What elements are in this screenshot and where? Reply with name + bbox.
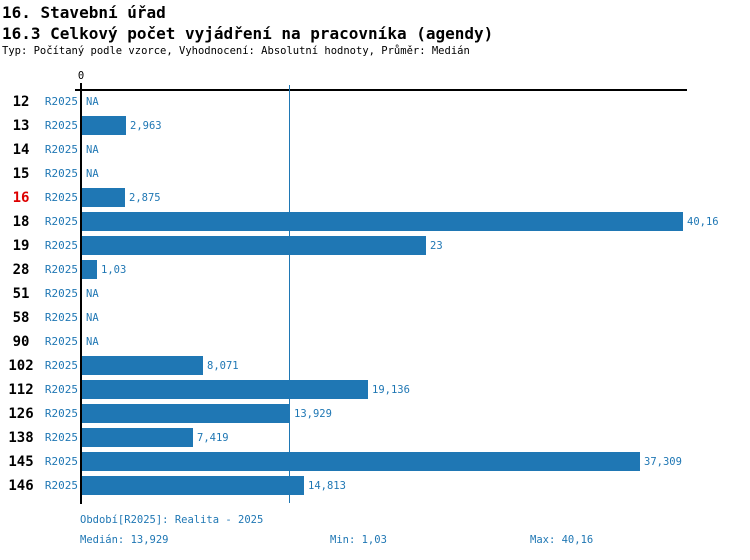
category-label: 19 <box>12 238 30 254</box>
series-label: R2025 <box>44 455 78 468</box>
value-label: 2,963 <box>130 120 162 132</box>
category-label: 58 <box>12 310 30 326</box>
footer-max-label: Max: 40,16 <box>530 534 594 546</box>
series-label: R2025 <box>44 311 78 324</box>
value-label: NA <box>86 144 99 156</box>
value-bar <box>82 452 640 471</box>
chart-row: 18 R2025 40,16 <box>0 210 750 234</box>
value-bar <box>82 236 426 255</box>
chart-row: 13 R2025 2,963 <box>0 114 750 138</box>
chart-title: 16.3 Celkový počet vyjádření na pracovní… <box>2 24 494 43</box>
value-label: NA <box>86 96 99 108</box>
footer-min-label: Min: 1,03 <box>330 534 387 546</box>
series-label: R2025 <box>44 263 78 276</box>
series-label: R2025 <box>44 119 78 132</box>
value-bar <box>82 212 683 231</box>
series-label: R2025 <box>44 359 78 372</box>
chart-row: 19 R2025 23 <box>0 234 750 258</box>
series-label: R2025 <box>44 383 78 396</box>
value-bar <box>82 476 304 495</box>
series-label: R2025 <box>44 143 78 156</box>
chart-row: 16 R2025 2,875 <box>0 186 750 210</box>
chart-row: 28 R2025 1,03 <box>0 258 750 282</box>
chart-row: 58 R2025 NA <box>0 306 750 330</box>
value-bar <box>82 116 126 135</box>
series-label: R2025 <box>44 191 78 204</box>
chart-row: 14 R2025 NA <box>0 138 750 162</box>
value-bar <box>82 428 193 447</box>
value-label: 40,16 <box>687 216 719 228</box>
value-label: NA <box>86 168 99 180</box>
value-label: 23 <box>430 240 443 252</box>
chart-row: 126 R2025 13,929 <box>0 402 750 426</box>
value-bar <box>82 356 203 375</box>
category-label: 28 <box>12 262 30 278</box>
category-label: 16 <box>12 190 30 206</box>
value-label: 37,309 <box>644 456 682 468</box>
value-bar <box>82 260 97 279</box>
chart-row: 112 R2025 19,136 <box>0 378 750 402</box>
series-label: R2025 <box>44 215 78 228</box>
median-reference-line <box>289 85 290 503</box>
series-label: R2025 <box>44 431 78 444</box>
category-label: 12 <box>12 94 30 110</box>
chart-row: 145 R2025 37,309 <box>0 450 750 474</box>
chart-row: 90 R2025 NA <box>0 330 750 354</box>
chart-row: 12 R2025 NA <box>0 90 750 114</box>
category-label: 112 <box>8 382 34 398</box>
value-label: NA <box>86 312 99 324</box>
chart-row: 146 R2025 14,813 <box>0 474 750 498</box>
x-axis-zero-label: 0 <box>77 70 85 82</box>
category-label: 102 <box>8 358 34 374</box>
value-label: NA <box>86 336 99 348</box>
category-label: 51 <box>12 286 30 302</box>
value-label: 8,071 <box>207 360 239 372</box>
category-label: 90 <box>12 334 30 350</box>
footer-period-label: Období[R2025]: Realita - 2025 <box>80 514 264 526</box>
series-label: R2025 <box>44 287 78 300</box>
chart-subtitle: Typ: Počítaný podle vzorce, Vyhodnocení:… <box>2 45 470 57</box>
value-bar <box>82 188 125 207</box>
chart-row: 102 R2025 8,071 <box>0 354 750 378</box>
series-label: R2025 <box>44 95 78 108</box>
category-label: 18 <box>12 214 30 230</box>
footer-median-label: Medián: 13,929 <box>80 534 169 546</box>
series-label: R2025 <box>44 479 78 492</box>
value-label: 19,136 <box>372 384 410 396</box>
series-label: R2025 <box>44 407 78 420</box>
value-bar <box>82 404 290 423</box>
y-axis-line <box>80 83 82 504</box>
value-label: 2,875 <box>129 192 161 204</box>
category-label: 126 <box>8 406 34 422</box>
category-label: 146 <box>8 478 34 494</box>
category-label: 15 <box>12 166 30 182</box>
value-label: 13,929 <box>294 408 332 420</box>
value-label: NA <box>86 288 99 300</box>
report-title: 16. Stavební úřad <box>2 3 166 22</box>
value-bar <box>82 380 368 399</box>
category-label: 138 <box>8 430 34 446</box>
chart-row: 138 R2025 7,419 <box>0 426 750 450</box>
value-label: 1,03 <box>101 264 127 276</box>
chart-row: 15 R2025 NA <box>0 162 750 186</box>
chart-row: 51 R2025 NA <box>0 282 750 306</box>
x-axis-line <box>75 89 687 91</box>
category-label: 14 <box>12 142 30 158</box>
series-label: R2025 <box>44 167 78 180</box>
category-label: 13 <box>12 118 30 134</box>
series-label: R2025 <box>44 335 78 348</box>
series-label: R2025 <box>44 239 78 252</box>
value-label: 14,813 <box>308 480 346 492</box>
category-label: 145 <box>8 454 34 470</box>
value-label: 7,419 <box>197 432 229 444</box>
